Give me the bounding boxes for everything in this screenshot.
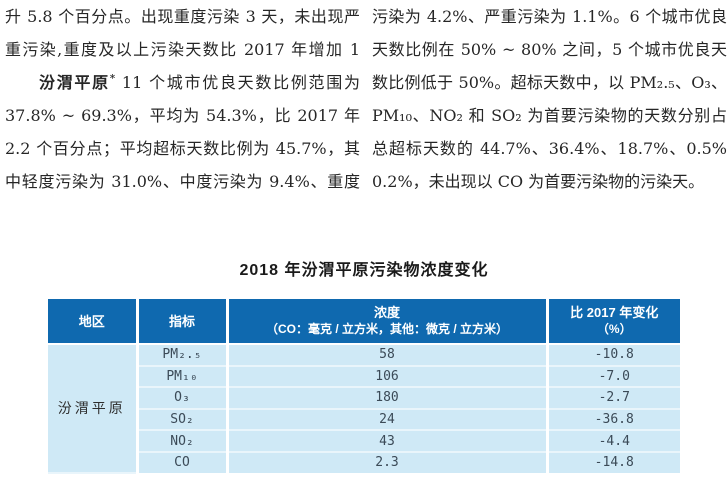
concentration-cell: 24	[227, 408, 549, 432]
table-row: O₃ 180 -2.7	[48, 387, 680, 410]
table-header-row: 地区 指标 浓度 （CO：毫克 / 立方米，其他：微克 / 立方米） 比 201…	[48, 299, 680, 345]
change-header-title: 比 2017 年变化	[570, 305, 659, 320]
indicator-cell: PM₁₀	[137, 365, 229, 389]
paragraph-line: 37.8% ~ 69.3%，平均为 54.3%，比 2017 年上升	[5, 106, 360, 125]
fenwei-plain-label: 汾渭平原	[39, 73, 110, 92]
indicator-cell: NO₂	[137, 430, 229, 453]
concentration-cell: 58	[227, 344, 549, 367]
change-cell: -10.8	[547, 344, 680, 367]
paragraph-line: 重污染,重度及以上污染天数比 2017 年增加 1 天。	[5, 40, 360, 59]
indicator-cell: CO	[137, 451, 229, 473]
concentration-cell: 180	[227, 387, 549, 410]
col-header-concentration: 浓度 （CO：毫克 / 立方米，其他：微克 / 立方米）	[227, 299, 549, 345]
table-row: PM₁₀ 106 -7.0	[48, 365, 680, 389]
col-header-change: 比 2017 年变化 （%）	[547, 299, 680, 345]
indicator-cell: O₃	[137, 387, 229, 410]
col-header-indicator: 指标	[137, 299, 229, 345]
change-cell: -4.4	[547, 430, 680, 453]
change-cell: -7.0	[547, 365, 680, 389]
concentration-header-title: 浓度	[373, 305, 400, 320]
body-text: 升 5.8 个百分点。出现重度污染 3 天，未出现严 重污染,重度及以上污染天数…	[5, 0, 727, 198]
table-row: NO₂ 43 -4.4	[48, 430, 680, 453]
concentration-cell: 2.3	[227, 451, 549, 473]
paragraph-line: 汾渭平原* 11 个城市优良天数比例范围为	[5, 66, 360, 99]
col-header-region: 地区	[48, 299, 139, 345]
region-cell: 汾渭平原	[48, 344, 139, 474]
paragraph-line: 0.2%，未出现以 CO 为首要污染物的污染天。	[372, 172, 705, 191]
text-column-left: 升 5.8 个百分点。出现重度污染 3 天，未出现严 重污染,重度及以上污染天数…	[5, 0, 360, 198]
footnote-asterisk: *	[109, 73, 116, 85]
indicator-cell: SO₂	[137, 408, 229, 432]
change-header-units: （%）	[596, 322, 632, 336]
paragraph-line: 污染为 4.2%、严重污染为 1.1%。6 个城市优良	[372, 7, 727, 26]
concentration-cell: 43	[227, 430, 549, 453]
table-row: CO 2.3 -14.8	[48, 451, 680, 473]
change-cell: -2.7	[547, 387, 680, 410]
paragraph-line: 中轻度污染为 31.0%、中度污染为 9.4%、重度	[5, 172, 360, 191]
concentration-header-units: （CO：毫克 / 立方米，其他：微克 / 立方米）	[265, 322, 508, 336]
table-row: 汾渭平原 PM₂.₅ 58 -10.8	[48, 344, 680, 474]
paragraph-line: 天数比例在 50% ~ 80% 之间，5 个城市优良天	[372, 40, 727, 59]
paragraph-text: 11 个城市优良天数比例范围为	[115, 73, 360, 92]
paragraph-line: 数比例低于 50%。超标天数中，以 PM₂.₅、O₃、	[372, 73, 727, 92]
change-cell: -14.8	[547, 451, 680, 473]
pollutant-concentration-table: 地区 指标 浓度 （CO：毫克 / 立方米，其他：微克 / 立方米） 比 201…	[48, 299, 680, 474]
indicator-cell: PM₂.₅	[137, 344, 229, 367]
table-row: SO₂ 24 -36.8	[48, 408, 680, 432]
text-column-right: 污染为 4.2%、严重污染为 1.1%。6 个城市优良 天数比例在 50% ~ …	[372, 0, 727, 198]
paragraph-line: 升 5.8 个百分点。出现重度污染 3 天，未出现严	[5, 7, 360, 26]
table-title: 2018 年汾渭平原污染物浓度变化	[239, 262, 489, 279]
change-cell: -36.8	[547, 408, 680, 432]
paragraph-line: PM₁₀、NO₂ 和 SO₂ 为首要污染物的天数分别占	[372, 106, 727, 125]
paragraph-line: 2.2 个百分点；平均超标天数比例为 45.7%，其	[5, 139, 360, 158]
concentration-cell: 106	[227, 365, 549, 389]
paragraph-line: 总超标天数的 44.7%、36.4%、18.7%、0.5% 和	[372, 139, 727, 158]
